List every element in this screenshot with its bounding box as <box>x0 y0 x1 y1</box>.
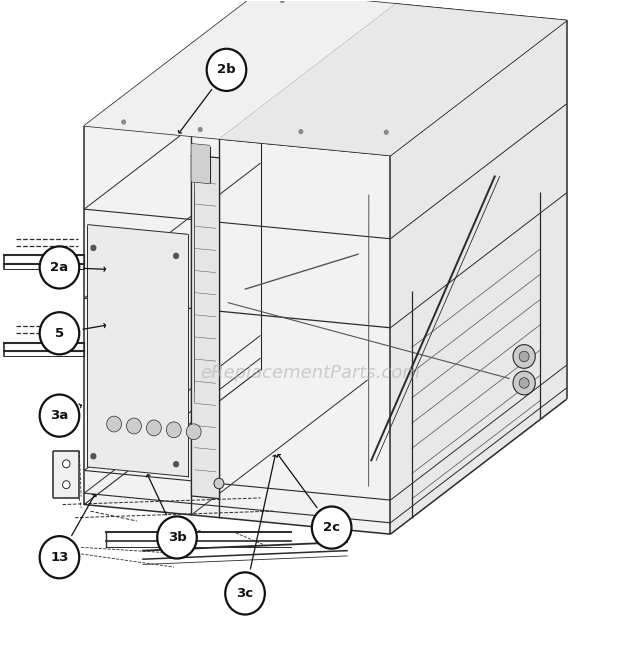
Text: 2a: 2a <box>50 261 69 274</box>
Polygon shape <box>53 451 79 498</box>
Circle shape <box>225 572 265 614</box>
Circle shape <box>166 422 181 438</box>
Circle shape <box>91 245 97 251</box>
Circle shape <box>513 371 535 395</box>
Circle shape <box>40 246 79 288</box>
Polygon shape <box>391 20 567 534</box>
Polygon shape <box>192 155 219 499</box>
Circle shape <box>198 127 203 132</box>
Text: 13: 13 <box>50 550 69 564</box>
Polygon shape <box>192 144 210 183</box>
Circle shape <box>157 516 197 558</box>
Text: 5: 5 <box>55 327 64 340</box>
Circle shape <box>214 478 224 489</box>
Text: 2c: 2c <box>323 521 340 534</box>
Circle shape <box>63 480 70 488</box>
Circle shape <box>186 424 201 440</box>
Text: 3c: 3c <box>236 587 254 600</box>
Circle shape <box>280 0 285 3</box>
Circle shape <box>384 129 389 135</box>
Text: eReplacementParts.com: eReplacementParts.com <box>200 364 420 381</box>
Circle shape <box>121 119 126 125</box>
Polygon shape <box>87 224 188 477</box>
Circle shape <box>519 351 529 362</box>
Circle shape <box>173 253 179 259</box>
Polygon shape <box>84 370 567 534</box>
Circle shape <box>513 345 535 368</box>
Circle shape <box>40 536 79 578</box>
Circle shape <box>107 416 122 432</box>
Circle shape <box>173 461 179 467</box>
Circle shape <box>40 312 79 354</box>
Polygon shape <box>219 4 567 156</box>
Circle shape <box>146 420 161 436</box>
Circle shape <box>126 418 141 434</box>
Circle shape <box>519 378 529 388</box>
Polygon shape <box>84 0 567 156</box>
Text: 2b: 2b <box>217 63 236 77</box>
Text: 3b: 3b <box>167 531 187 544</box>
Circle shape <box>91 453 97 459</box>
Circle shape <box>40 395 79 437</box>
Text: 3a: 3a <box>50 409 69 422</box>
Circle shape <box>206 49 246 91</box>
Circle shape <box>312 506 352 548</box>
Circle shape <box>63 460 70 468</box>
Circle shape <box>298 129 303 134</box>
Polygon shape <box>84 0 395 139</box>
Polygon shape <box>84 126 391 534</box>
